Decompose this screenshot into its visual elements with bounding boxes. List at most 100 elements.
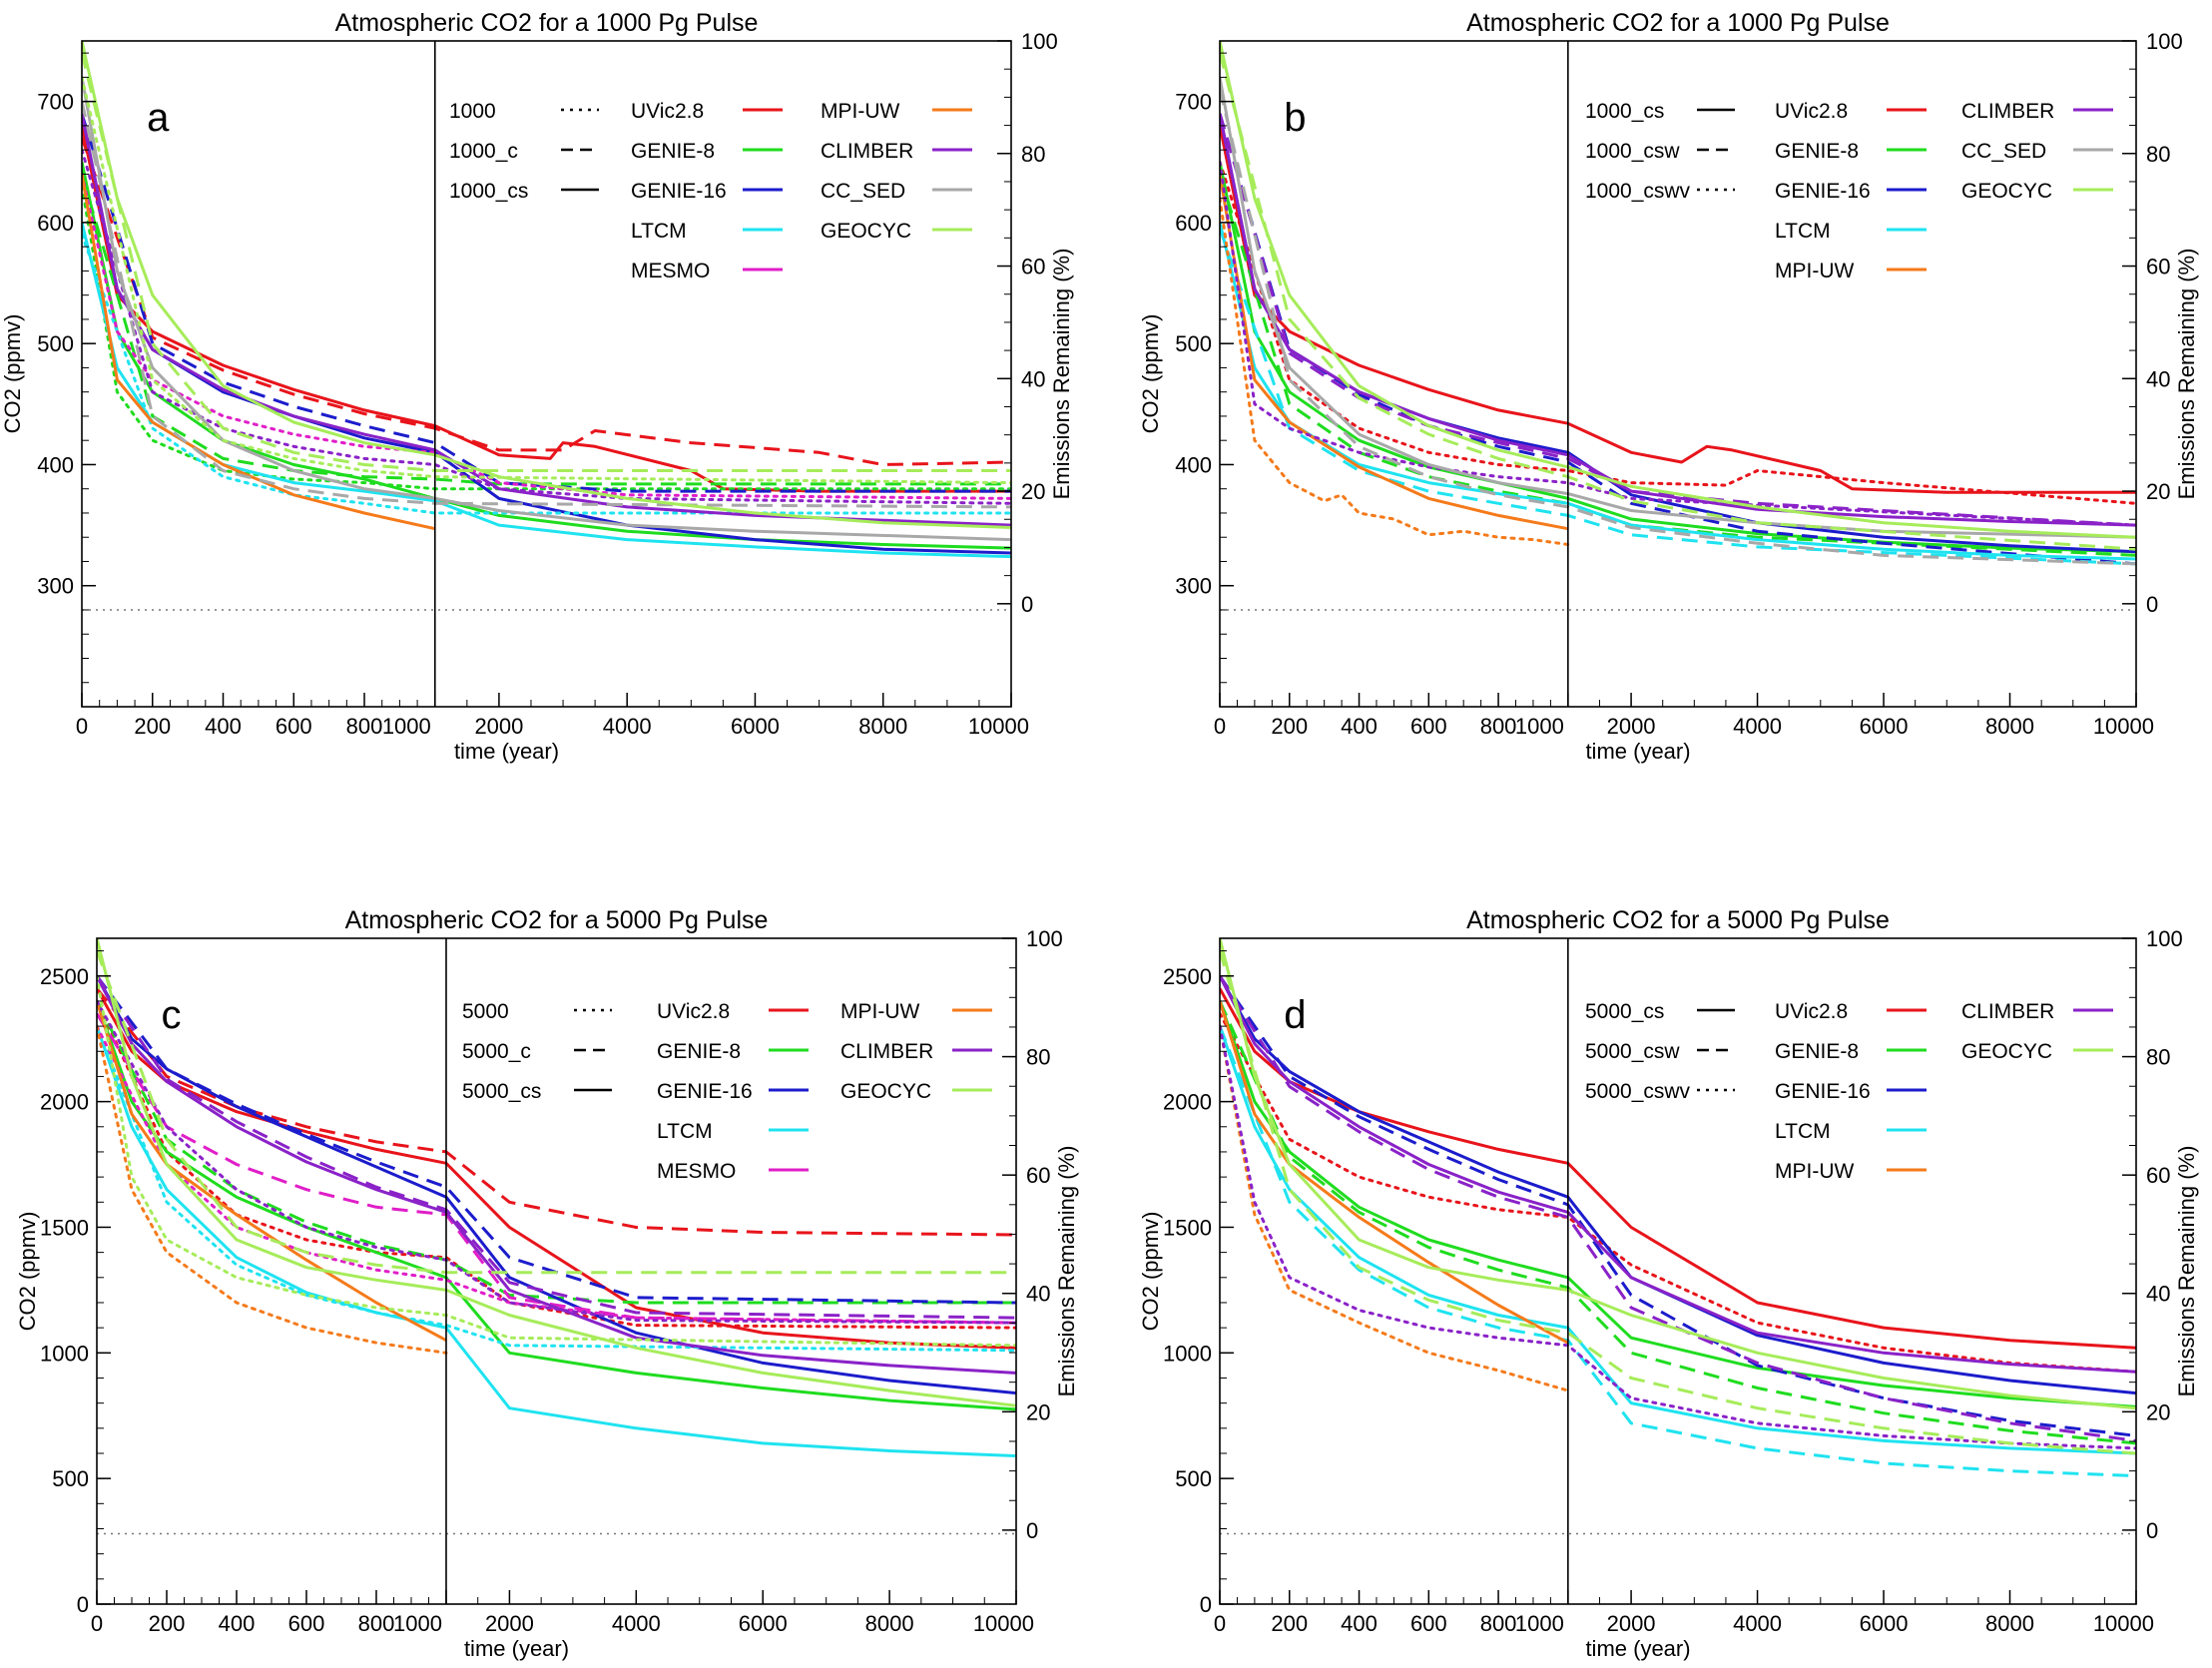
series-group (97, 938, 1016, 1457)
series-uvic2-8-dotted (1220, 160, 2136, 505)
y-tick-label: 300 (1175, 574, 1212, 599)
series-uvic2-8-solid (1220, 125, 2136, 494)
legend-model-label: GENIE-8 (1775, 1040, 1859, 1063)
right-axis-label: Emissions Remaining (%) (2174, 249, 2199, 500)
series-climber-dashed (1220, 974, 2136, 1442)
series-geocyc-dotted (97, 974, 1016, 1348)
right-tick-label: 40 (2146, 1282, 2170, 1307)
legend-model-label: GEOCYC (1961, 180, 2052, 203)
y-tick-label: 600 (37, 211, 74, 236)
chart-title: Atmospheric CO2 for a 5000 Pg Pulse (1466, 906, 1890, 934)
legend-model-label: GENIE-8 (1775, 140, 1859, 163)
legend-style-label: 5000 (462, 1000, 509, 1023)
series-mpi-uw-dotted (97, 1024, 448, 1355)
x-tick-label: 400 (1341, 714, 1378, 739)
y-tick-label: 500 (1175, 331, 1212, 356)
x-tick-label: 0 (1214, 714, 1226, 739)
x-tick-label: 600 (276, 714, 312, 739)
series-genie-16-solid (97, 975, 1016, 1395)
series-mpi-uw-solid (1220, 174, 1569, 531)
series-ltcm-dashed (1220, 228, 2136, 566)
series-mpi-uw-dotted (1220, 1024, 1570, 1392)
right-tick-label: 0 (1021, 592, 1033, 617)
y-tick-label: 1000 (1163, 1341, 1212, 1366)
panel-letter: c (161, 993, 181, 1037)
x-tick-label: 4000 (1733, 1611, 1782, 1636)
legend-model-label: CC_SED (1961, 140, 2046, 163)
chart-title: Atmospheric CO2 for a 1000 Pg Pulse (1466, 9, 1890, 37)
series-mpi-uw-solid (1220, 1000, 1569, 1345)
legend-model-label: GENIE-16 (1775, 1080, 1871, 1103)
series-mesmo-dotted (97, 1024, 1016, 1325)
right-tick-label: 80 (2146, 1045, 2170, 1070)
legend-model-label: LTCM (631, 220, 687, 243)
legend-style-label: 5000_cs (1585, 1000, 1664, 1023)
series-genie-8-solid (97, 1000, 1016, 1411)
legend-style-label: 1000_cswv (1585, 180, 1691, 203)
series-geocyc-solid (82, 41, 1011, 529)
series-climber-solid (82, 113, 1011, 527)
series-geocyc-dashed (1220, 52, 2136, 551)
series-genie-16-dashed (97, 974, 1016, 1305)
right-tick-label: 60 (2146, 255, 2170, 279)
x-tick-label: 10000 (2093, 714, 2154, 739)
series-genie-8-dashed (97, 1000, 1016, 1305)
x-tick-label: 200 (134, 714, 171, 739)
y-axis-label: CO2 (ppmv) (1138, 314, 1163, 434)
series-ltcm-dotted (97, 1024, 1016, 1353)
series-genie-16-dashed (82, 113, 1011, 493)
series-uvic2-8-dashed (82, 137, 1011, 466)
series-group (1220, 41, 2136, 566)
series-climber-solid (97, 975, 1016, 1375)
panel-letter: b (1284, 96, 1306, 140)
series-geocyc-solid (1220, 41, 2136, 539)
series-uvic2-8-dashed (97, 987, 1016, 1237)
x-tick-label: 10000 (2093, 1611, 2154, 1636)
plot-frame (81, 40, 1012, 708)
series-climber-dashed (97, 974, 1016, 1320)
series-ltcm-solid (1220, 1025, 2136, 1455)
y-tick-label: 2000 (40, 1090, 89, 1115)
y-tick-label: 2000 (1163, 1090, 1212, 1115)
right-tick-label: 60 (2146, 1163, 2170, 1188)
x-tick-label: 8000 (858, 714, 907, 739)
x-tick-label: 10000 (968, 714, 1029, 739)
y-tick-label: 2500 (1163, 964, 1212, 989)
y-tick-label: 400 (1175, 452, 1212, 477)
legend-model-label: CLIMBER (1961, 100, 2054, 123)
x-tick-label: 4000 (603, 714, 652, 739)
panel-letter: d (1284, 993, 1306, 1037)
x-tick-label: 2000 (474, 714, 523, 739)
series-mpi-uw-solid (82, 174, 436, 531)
x-tick-label: 0 (76, 714, 88, 739)
x-tick-label: 400 (1341, 1611, 1378, 1636)
series-climber-dotted (97, 999, 1016, 1325)
series-genie-8-dashed (1220, 1000, 2136, 1445)
chart-title: Atmospheric CO2 for a 1000 Pg Pulse (335, 9, 759, 37)
right-tick-label: 0 (2146, 1518, 2158, 1543)
legend-model-label: GENIE-8 (631, 140, 715, 163)
series-genie-8-dashed (82, 173, 1011, 486)
y-tick-label: 1500 (40, 1215, 89, 1240)
x-tick-label: 2000 (485, 1611, 534, 1636)
series-group (1220, 938, 2136, 1478)
x-axis-label: time (year) (1585, 739, 1690, 764)
legend-model-label: LTCM (1775, 220, 1831, 243)
legend-style-label: 5000_csw (1585, 1040, 1680, 1063)
y-tick-label: 500 (52, 1466, 89, 1491)
panel-letter: a (147, 96, 170, 140)
series-uvic2-8-dotted (1220, 1012, 2136, 1374)
x-tick-label: 0 (1214, 1611, 1226, 1636)
right-tick-label: 100 (2146, 926, 2183, 951)
plot-frame (96, 937, 1017, 1605)
legend-model-label: GENIE-16 (1775, 180, 1871, 203)
x-tick-label: 6000 (731, 714, 780, 739)
series-mpi-uw-dotted (1220, 197, 1570, 546)
legend-model-label: UVic2.8 (657, 1000, 730, 1023)
series-climber-dotted (82, 148, 1011, 505)
y-tick-label: 700 (1175, 90, 1212, 115)
series-climber-solid (1220, 113, 2136, 527)
series-geocyc-solid (97, 938, 1016, 1407)
right-tick-label: 100 (2146, 29, 2183, 54)
